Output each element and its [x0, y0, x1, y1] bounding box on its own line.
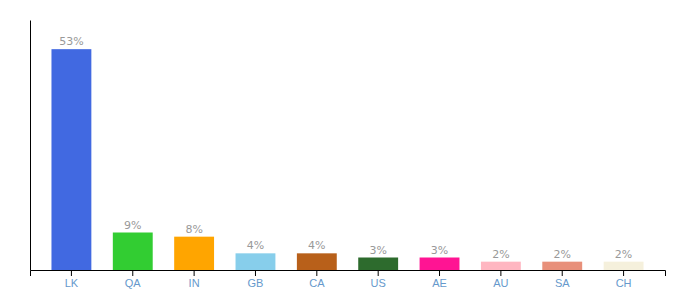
plot: 53% 9% 8% 4% 4% 3% 3% 2% 2% 2% LK QA IN GB CA US AE AU SA C…	[31, 21, 666, 289]
x-tick-mark	[439, 270, 440, 276]
x-tick-mark	[132, 270, 133, 276]
bar	[358, 258, 398, 271]
x-tick-label: LK	[65, 277, 79, 289]
x-tick-label: QA	[125, 277, 142, 289]
bar	[113, 233, 153, 271]
x-tick-mark	[378, 270, 379, 276]
y-axis	[30, 21, 31, 271]
x-tick: SA	[555, 270, 570, 289]
x-tick-mark	[500, 270, 501, 276]
x-tick-label: IN	[189, 277, 200, 289]
bars	[51, 49, 643, 270]
bar	[604, 262, 644, 270]
data-label: 4%	[308, 239, 325, 252]
x-axis: LK QA IN GB CA US AE AU SA CH	[31, 270, 666, 289]
x-tick: GB	[248, 270, 264, 289]
data-label: 2%	[554, 248, 571, 261]
x-tick: CH	[616, 270, 632, 289]
data-label: 3%	[369, 244, 386, 257]
data-label: 53%	[59, 35, 83, 48]
x-tick-label: CA	[309, 277, 325, 289]
x-tick: CA	[309, 270, 325, 289]
x-tick-mark	[562, 270, 563, 276]
x-tick-label: CH	[616, 277, 632, 289]
data-labels: 53% 9% 8% 4% 4% 3% 3% 2% 2% 2%	[59, 35, 632, 261]
bar	[542, 262, 582, 270]
x-tick-label: US	[371, 277, 386, 289]
x-tick: AE	[432, 270, 447, 289]
x-tick-label: SA	[555, 277, 570, 289]
x-tick: IN	[189, 270, 200, 289]
bar	[236, 253, 276, 270]
x-tick-mark	[316, 270, 317, 276]
y-axis-line	[30, 21, 31, 271]
x-tick-mark	[255, 270, 256, 276]
x-tick: US	[371, 270, 386, 289]
bar	[174, 237, 214, 270]
data-label: 4%	[247, 239, 264, 252]
chart: 53% 9% 8% 4% 4% 3% 3% 2% 2% 2% LK QA IN GB CA US AE AU SA C…	[0, 0, 680, 300]
x-tick-mark	[194, 270, 195, 276]
x-tick: LK	[65, 270, 79, 289]
data-label: 2%	[615, 248, 632, 261]
bar	[297, 253, 337, 270]
x-tick-label: AU	[493, 277, 508, 289]
x-tick: QA	[125, 270, 142, 289]
x-tick: AU	[493, 270, 508, 289]
x-tick-label: AE	[432, 277, 447, 289]
bar	[420, 258, 460, 271]
x-axis-line	[31, 271, 666, 277]
x-tick-label: GB	[248, 277, 264, 289]
bar	[51, 49, 91, 270]
data-label: 9%	[124, 219, 141, 232]
bar	[481, 262, 521, 270]
data-label: 8%	[185, 223, 202, 236]
x-tick-mark	[71, 270, 72, 276]
x-tick-mark	[623, 270, 624, 276]
data-label: 3%	[431, 244, 448, 257]
data-label: 2%	[492, 248, 509, 261]
